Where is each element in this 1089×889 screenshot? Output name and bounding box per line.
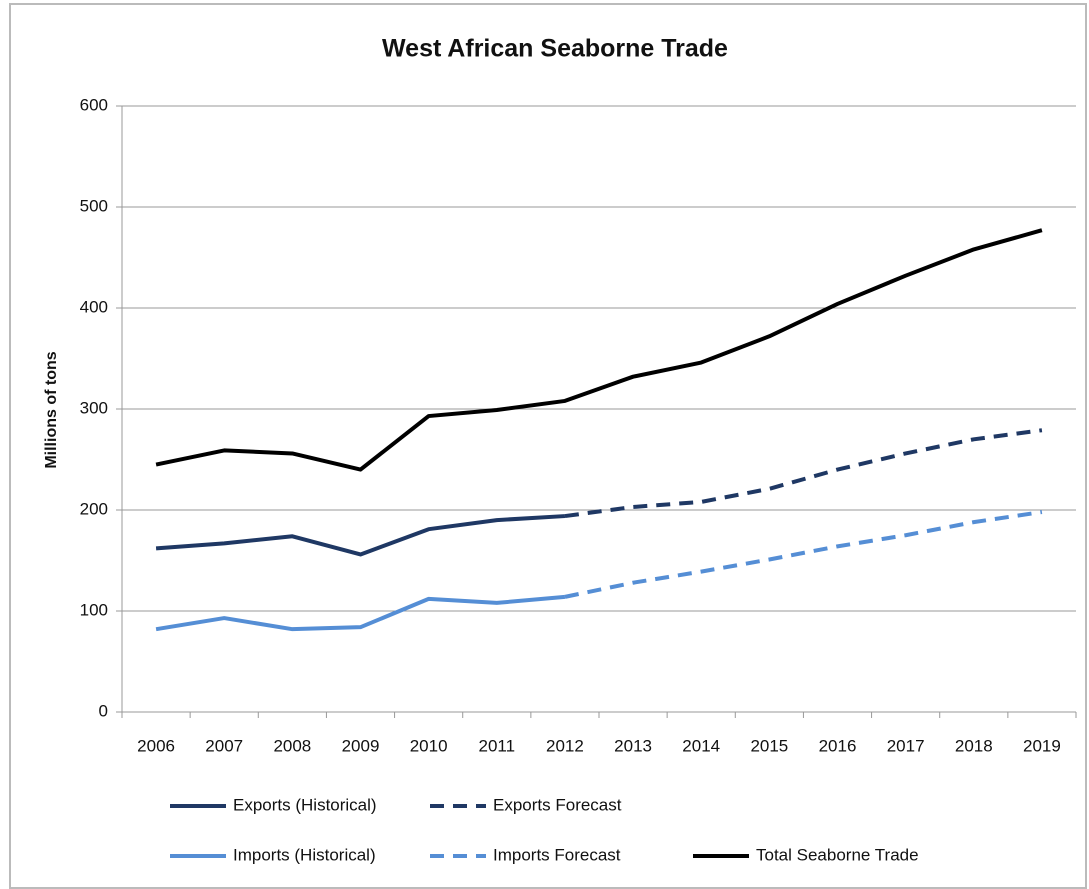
x-tick-label: 2008 bbox=[273, 736, 311, 755]
x-tick-label: 2010 bbox=[410, 736, 448, 755]
y-tick-label: 600 bbox=[80, 95, 108, 114]
series-line bbox=[564, 510, 1043, 599]
x-tick-label: 2007 bbox=[205, 736, 243, 755]
x-tick-label: 2019 bbox=[1023, 736, 1061, 755]
x-tick-label: 2009 bbox=[342, 736, 380, 755]
y-axis-label: Millions of tons bbox=[43, 351, 60, 468]
legend-label: Imports Forecast bbox=[493, 845, 621, 864]
series-line bbox=[155, 594, 566, 632]
x-tick-label: 2015 bbox=[750, 736, 788, 755]
series-line bbox=[155, 228, 1043, 472]
chart-title: West African Seaborne Trade bbox=[382, 35, 728, 63]
legend-label: Exports Forecast bbox=[493, 795, 622, 814]
chart-frame bbox=[9, 3, 1087, 889]
x-tick-label: 2006 bbox=[137, 736, 175, 755]
y-tick-label: 200 bbox=[80, 499, 108, 518]
y-tick-label: 400 bbox=[80, 297, 108, 316]
x-tick-label: 2012 bbox=[546, 736, 584, 755]
y-tick-label: 300 bbox=[80, 398, 108, 417]
legend-label: Total Seaborne Trade bbox=[756, 845, 919, 864]
x-tick-label: 2017 bbox=[887, 736, 925, 755]
x-tick-label: 2013 bbox=[614, 736, 652, 755]
x-tick-label: 2016 bbox=[819, 736, 857, 755]
y-tick-label: 0 bbox=[99, 701, 108, 720]
y-tick-label: 100 bbox=[80, 600, 108, 619]
series-line bbox=[155, 514, 566, 557]
x-tick-label: 2018 bbox=[955, 736, 993, 755]
series-line bbox=[564, 428, 1043, 519]
legend-label: Imports (Historical) bbox=[233, 845, 376, 864]
legend-label: Exports (Historical) bbox=[233, 795, 377, 814]
x-tick-label: 2014 bbox=[682, 736, 720, 755]
y-tick-label: 500 bbox=[80, 196, 108, 215]
x-tick-label: 2011 bbox=[479, 736, 516, 755]
